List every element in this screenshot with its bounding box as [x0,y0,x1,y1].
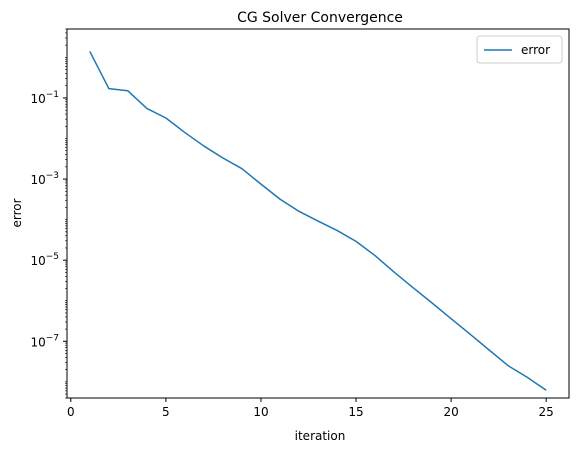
plot-area [89,51,547,391]
x-axis-label: iteration [295,429,346,443]
x-tick-label: 20 [443,405,458,419]
y-tick-label: 10−5 [30,252,59,268]
y-axis-label: error [10,198,24,227]
legend: error [476,35,563,64]
y-tick-label: 10−7 [30,333,59,349]
legend-box [476,35,563,64]
y-axis: 10−7 10−5 10−3 10−1 [30,28,67,399]
series-line-error [89,51,547,391]
chart-title: CG Solver Convergence [237,10,403,26]
y-tick-label: 10−3 [30,171,59,187]
x-tick-label: 5 [162,405,170,419]
x-tick-label: 10 [253,405,268,419]
axes-frame [66,28,570,399]
legend-label-error: error [521,43,550,57]
x-tick-label: 15 [348,405,363,419]
y-tick-label: 10−1 [30,90,59,106]
x-axis: 0 5 10 15 20 25 [67,398,554,419]
x-tick-label: 0 [67,405,75,419]
x-tick-label: 25 [539,405,554,419]
